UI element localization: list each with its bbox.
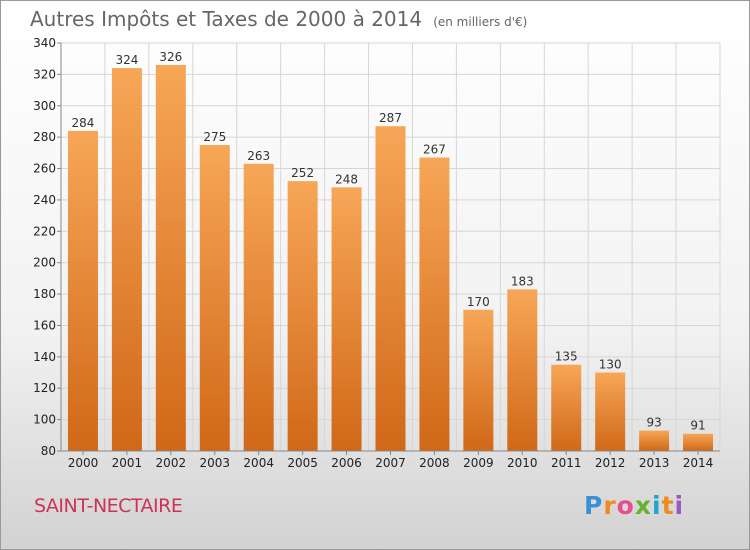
- brand-letter: i: [652, 491, 662, 520]
- x-tick-label: 2009: [463, 456, 494, 470]
- title-row: Autres Impôts et Taxes de 2000 à 2014 (e…: [30, 7, 527, 31]
- labels: 80 100 120 140 160 180 200 220 240 260 280 300 320 34…: [33, 36, 713, 470]
- bar-2006: [331, 187, 362, 451]
- x-tick-label: 2001: [112, 456, 143, 470]
- value-label: 263: [247, 149, 270, 163]
- y-tick-label: 260: [33, 162, 56, 176]
- bar-2007: [375, 126, 406, 452]
- axes: [57, 42, 720, 455]
- brand-letter: r: [603, 491, 617, 520]
- y-tick-label: 340: [33, 36, 56, 50]
- x-tick-label: 2010: [507, 456, 538, 470]
- value-label: 91: [690, 419, 705, 433]
- city-name: SAINT-NECTAIRE: [34, 495, 183, 517]
- y-tick-label: 300: [33, 99, 56, 113]
- brand-letter: t: [661, 491, 675, 520]
- value-label: 275: [203, 130, 226, 144]
- value-label: 267: [423, 143, 446, 157]
- value-label: 93: [646, 416, 661, 430]
- value-label: 252: [291, 166, 314, 180]
- value-label: 135: [555, 350, 578, 364]
- y-tick-label: 280: [33, 130, 56, 144]
- x-tick-label: 2003: [199, 456, 230, 470]
- x-tick-label: 2012: [595, 456, 626, 470]
- brand-letter: i: [674, 491, 685, 520]
- value-label: 324: [115, 53, 138, 67]
- bar-2012: [595, 372, 626, 451]
- x-tick-label: 2002: [156, 456, 187, 470]
- bar-2013: [639, 430, 670, 451]
- y-tick-label: 140: [33, 350, 56, 364]
- bar-2002: [155, 64, 186, 451]
- bar-2011: [551, 364, 582, 451]
- value-label: 326: [159, 50, 182, 64]
- value-label: 284: [72, 116, 95, 130]
- y-tick-label: 200: [33, 256, 56, 270]
- bar-2001: [111, 68, 142, 451]
- y-tick-label: 160: [33, 318, 56, 332]
- value-label: 170: [467, 295, 490, 309]
- value-label: 130: [599, 358, 622, 372]
- value-label: 248: [335, 172, 358, 186]
- y-tick-label: 320: [33, 67, 56, 81]
- y-tick-label: 240: [33, 193, 56, 207]
- bars: [67, 64, 714, 452]
- bar-2010: [507, 289, 538, 451]
- x-tick-label: 2013: [639, 456, 670, 470]
- bar-2008: [419, 157, 450, 452]
- brand-letter: P: [584, 491, 604, 520]
- chart-title: Autres Impôts et Taxes de 2000 à 2014: [30, 7, 423, 31]
- brand-letter: o: [616, 491, 635, 520]
- y-tick-label: 80: [41, 444, 56, 458]
- value-label: 287: [379, 111, 402, 125]
- chart-subtitle: (en milliers d'€): [433, 15, 528, 29]
- bar-2003: [199, 145, 230, 451]
- y-tick-label: 100: [33, 413, 56, 427]
- bar-2014: [683, 433, 714, 451]
- x-tick-label: 2005: [287, 456, 318, 470]
- bar-2009: [463, 309, 494, 451]
- y-tick-label: 120: [33, 381, 56, 395]
- value-label: 183: [511, 274, 534, 288]
- x-tick-label: 2006: [331, 456, 362, 470]
- x-tick-label: 2004: [243, 456, 274, 470]
- bar-2005: [287, 181, 318, 452]
- x-tick-label: 2000: [68, 456, 99, 470]
- y-tick-label: 220: [33, 224, 56, 238]
- x-tick-label: 2008: [419, 456, 450, 470]
- bar-2004: [243, 163, 274, 452]
- y-tick-label: 180: [33, 287, 56, 301]
- x-tick-label: 2007: [375, 456, 406, 470]
- x-tick-label: 2014: [683, 456, 714, 470]
- x-tick-label: 2011: [551, 456, 582, 470]
- bar-2000: [67, 130, 98, 451]
- brand-letter: x: [634, 491, 652, 520]
- brand-logo: Proxiti: [584, 491, 684, 520]
